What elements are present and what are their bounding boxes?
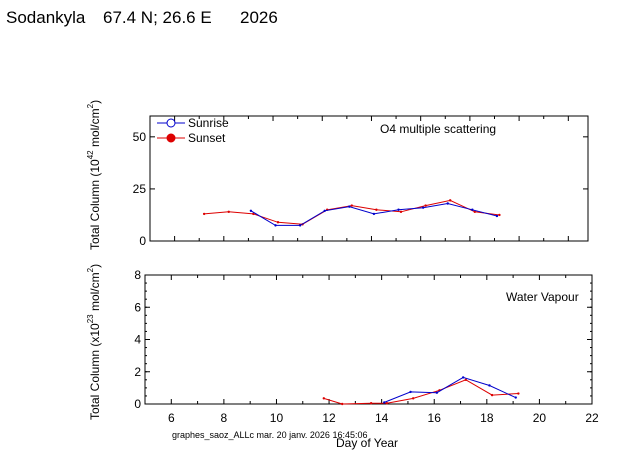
bottom-ytick-label: 2 (134, 365, 141, 379)
top-sunrise-point (298, 224, 302, 227)
top-ytick-label: 0 (139, 234, 146, 248)
top-ylabel-main: Total Column (10 (88, 159, 102, 250)
bottom-xtick-label: 16 (428, 411, 442, 425)
legend-sunset-label: Sunset (188, 131, 226, 145)
top-ylabel-unit: mol/cm (88, 108, 102, 150)
bottom-xtick-label: 14 (375, 411, 389, 425)
top-series-sunset-line (204, 199, 500, 225)
footer-note: graphes_saoz_ALLc mar. 20 janv. 2026 16:… (172, 430, 367, 440)
bottom-sunset-point (490, 393, 494, 397)
bottom-sunset-point (341, 402, 344, 406)
bottom-ytick-label: 4 (134, 333, 141, 347)
top-sunset-point (202, 212, 206, 216)
bottom-ylabel-unit: mol/cm (88, 272, 102, 314)
top-sunset-point (498, 213, 501, 217)
bottom-ytick-label: 8 (134, 268, 141, 282)
top-sunset-point (399, 210, 403, 214)
bottom-sunset-point (517, 392, 520, 395)
bottom-xtick-label: 8 (221, 411, 228, 425)
legend-sunrise-label: Sunrise (188, 116, 229, 130)
bottom-ylabel-close: ) (88, 264, 102, 268)
bottom-series-group (322, 376, 520, 406)
top-sunset-point (424, 204, 427, 207)
top-sunset-point (449, 199, 452, 202)
bottom-sunrise-point (435, 391, 439, 394)
bottom-ylabel: Total Column (x1023 mol/cm2) (86, 264, 102, 420)
legend-sunset-marker (166, 133, 176, 143)
bottom-sunset-point (464, 378, 467, 382)
top-sunrise-point (249, 209, 253, 212)
legend-sunrise-marker (166, 118, 176, 128)
legend: Sunrise Sunset (157, 116, 229, 145)
x-axis-label: Day of Year (336, 436, 398, 450)
top-ylabel: Total Column (1042 mol/cm2) (86, 100, 102, 250)
top-series-group (202, 199, 501, 227)
title-year: 2026 (240, 8, 278, 27)
top-sunrise-point (348, 205, 351, 208)
bottom-axis-ticks: 0 2 4 6 8 6 8 10 12 14 16 18 20 22 (134, 268, 599, 425)
top-sunrise-point (495, 214, 499, 218)
bottom-xtick-label: 12 (322, 411, 336, 425)
top-sunset-point (276, 221, 280, 224)
bottom-sunset-point (322, 397, 325, 400)
top-sunset-point (227, 210, 230, 214)
bottom-sunrise-point (488, 384, 491, 387)
title-station: Sodankyla (6, 8, 86, 27)
top-plot-frame (149, 115, 589, 242)
bottom-sunset-point (369, 401, 373, 405)
top-sunrise-point (274, 224, 277, 227)
top-sunset-point (350, 204, 353, 207)
bottom-series-sunrise-line (384, 376, 516, 403)
bottom-xtick-label: 22 (585, 411, 599, 425)
top-sunrise-point (421, 206, 425, 209)
bottom-ylabel-exp: 23 (86, 314, 95, 323)
top-annotation: O4 multiple scattering (380, 122, 496, 136)
top-sunrise-point (446, 202, 449, 205)
top-sunrise-point (471, 208, 474, 211)
top-sunset-point (375, 208, 378, 211)
title-location: 67.4 N; 26.6 E (103, 8, 212, 27)
bottom-xtick-label: 18 (480, 411, 494, 425)
top-sunrise-point (397, 208, 400, 211)
top-ylabel-exp: 42 (86, 150, 95, 159)
bottom-sunset-point (385, 401, 389, 405)
bottom-xtick-label: 6 (168, 411, 175, 425)
bottom-xtick-label: 20 (533, 411, 547, 425)
top-sunset-point (473, 210, 477, 214)
top-ylabel-unit-exp: 2 (86, 103, 95, 108)
bottom-annotation: Water Vapour (506, 290, 579, 304)
bottom-sunset-point (412, 397, 415, 400)
bottom-sunrise-point (383, 401, 386, 404)
top-sunrise-point (372, 212, 376, 216)
top-ylabel-close: ) (88, 100, 102, 104)
top-ytick-label: 50 (133, 130, 147, 144)
top-sunrise-point (323, 209, 326, 212)
bottom-sunrise-point (514, 396, 517, 399)
bottom-ylabel-main: Total Column (x10 (88, 323, 102, 420)
bottom-ylabel-unit-exp: 2 (86, 267, 95, 272)
bottom-sunrise-point (461, 376, 465, 379)
bottom-xtick-label: 10 (270, 411, 284, 425)
top-axis-ticks: 0 25 50 (133, 116, 588, 248)
bottom-ytick-label: 6 (134, 300, 141, 314)
top-ytick-label: 25 (133, 182, 147, 196)
top-sunset-point (252, 212, 255, 216)
bottom-ytick-label: 0 (134, 397, 141, 411)
bottom-sunrise-point (409, 390, 412, 394)
